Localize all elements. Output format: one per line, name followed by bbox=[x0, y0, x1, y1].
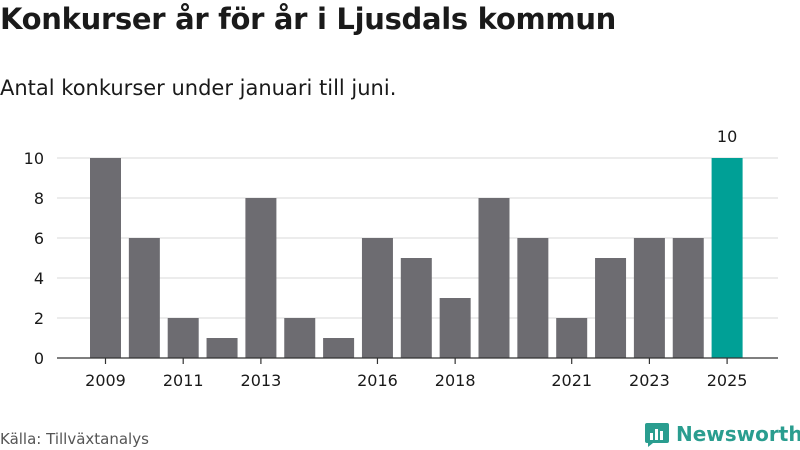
y-tick-label: 8 bbox=[34, 189, 44, 208]
bar bbox=[128, 238, 160, 358]
y-tick-label: 4 bbox=[34, 269, 44, 288]
x-tick-label: 2025 bbox=[707, 371, 748, 390]
bar-chart: 0 2 4 6 8 10 10 2009 2011 2013 2016 2018 2021 2023 202… bbox=[24, 127, 778, 390]
x-tick-label: 2016 bbox=[357, 371, 398, 390]
brand-logo: Newsworthy bbox=[644, 420, 800, 448]
bar bbox=[90, 158, 121, 358]
bar-chart-logo-icon bbox=[645, 423, 669, 447]
x-tick-label: 2011 bbox=[163, 371, 204, 390]
x-tick-label: 2018 bbox=[435, 371, 476, 390]
y-tick-label: 10 bbox=[24, 149, 44, 168]
bar bbox=[206, 338, 238, 358]
bar bbox=[517, 238, 549, 358]
bar bbox=[284, 318, 316, 358]
bar bbox=[672, 238, 704, 358]
bar bbox=[633, 238, 665, 358]
bar bbox=[400, 258, 432, 358]
chart-subtitle: Antal konkurser under januari till juni. bbox=[0, 76, 397, 100]
bar-data-label: 10 bbox=[717, 127, 737, 146]
y-tick-label: 2 bbox=[34, 309, 44, 328]
y-tick-label: 6 bbox=[34, 229, 44, 248]
bar bbox=[245, 198, 277, 358]
chart-title: Konkurser år för år i Ljusdals kommun bbox=[0, 2, 617, 36]
x-tick-label: 2023 bbox=[629, 371, 670, 390]
source-note: Källa: Tillväxtanalys bbox=[0, 430, 149, 448]
bar bbox=[556, 318, 588, 358]
bar bbox=[478, 198, 510, 358]
y-tick-label: 0 bbox=[34, 349, 44, 368]
x-tick-label: 2013 bbox=[241, 371, 282, 390]
bar bbox=[711, 158, 743, 358]
bar bbox=[323, 338, 355, 358]
x-tick-label: 2009 bbox=[85, 371, 126, 390]
bar bbox=[595, 258, 627, 358]
bar bbox=[361, 238, 393, 358]
bar bbox=[167, 318, 199, 358]
x-tick-label: 2021 bbox=[551, 371, 592, 390]
brand-name: Newsworthy bbox=[676, 422, 800, 446]
bar bbox=[439, 298, 471, 358]
